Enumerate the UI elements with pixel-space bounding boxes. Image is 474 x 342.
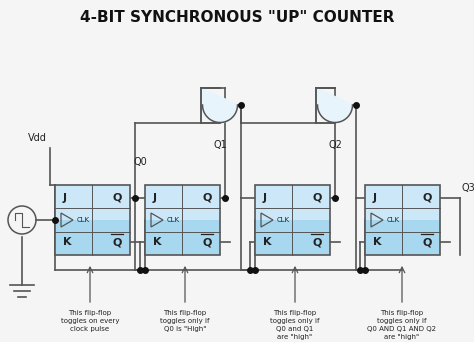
Text: Q: Q (423, 237, 432, 247)
Text: Q: Q (113, 193, 122, 202)
Text: This flip-flop
toggles on every
clock pulse: This flip-flop toggles on every clock pu… (61, 310, 119, 332)
Text: CLK: CLK (77, 217, 90, 223)
Text: J: J (263, 193, 267, 202)
FancyBboxPatch shape (145, 185, 220, 220)
Text: Q2: Q2 (328, 140, 342, 150)
Text: 4-BIT SYNCHRONOUS "UP" COUNTER: 4-BIT SYNCHRONOUS "UP" COUNTER (80, 11, 394, 26)
Text: This flip-flop
toggles only if
Q0 AND Q1 AND Q2
are "high": This flip-flop toggles only if Q0 AND Q1… (367, 310, 437, 340)
Text: J: J (63, 193, 67, 202)
Text: K: K (263, 237, 272, 247)
Text: K: K (153, 237, 162, 247)
Text: This flip-flop
toggles only if
Q0 is "High": This flip-flop toggles only if Q0 is "Hi… (160, 310, 210, 332)
Text: CLK: CLK (167, 217, 180, 223)
Text: Q: Q (423, 193, 432, 202)
Polygon shape (316, 88, 353, 122)
FancyBboxPatch shape (145, 220, 220, 255)
Text: Q: Q (313, 193, 322, 202)
Text: Q: Q (202, 237, 212, 247)
Text: This flip-flop
toggles only if
Q0 and Q1
are "high": This flip-flop toggles only if Q0 and Q1… (270, 310, 320, 340)
Text: K: K (63, 237, 72, 247)
FancyBboxPatch shape (55, 185, 130, 220)
FancyBboxPatch shape (255, 185, 330, 220)
Text: CLK: CLK (277, 217, 290, 223)
Text: Q3: Q3 (462, 183, 474, 193)
Text: K: K (373, 237, 382, 247)
Text: Q: Q (202, 193, 212, 202)
Text: Q: Q (313, 237, 322, 247)
FancyBboxPatch shape (55, 220, 130, 255)
Text: CLK: CLK (387, 217, 400, 223)
Text: J: J (373, 193, 377, 202)
Text: Q0: Q0 (133, 157, 147, 167)
FancyBboxPatch shape (255, 220, 330, 255)
Polygon shape (201, 88, 237, 122)
Text: J: J (153, 193, 157, 202)
FancyBboxPatch shape (365, 185, 440, 220)
Text: Q1: Q1 (213, 140, 227, 150)
Text: Q: Q (113, 237, 122, 247)
Text: Vdd: Vdd (28, 133, 47, 143)
FancyBboxPatch shape (365, 220, 440, 255)
